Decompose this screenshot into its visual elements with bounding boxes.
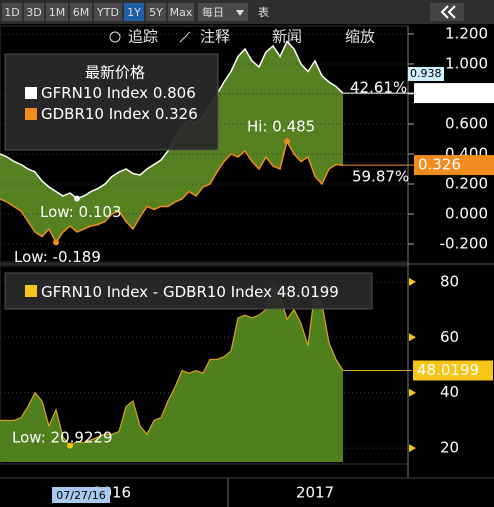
range-label: 1M: [49, 6, 66, 19]
frequency-label: 每日: [202, 5, 224, 19]
low-label: Low: -0.189: [14, 248, 101, 266]
spread-fill: [0, 41, 343, 243]
range-label: 1Y: [127, 6, 141, 19]
y-tick-label: 1.200: [445, 24, 488, 42]
marker-box: [408, 67, 444, 81]
dropdown-arrow: [236, 10, 244, 16]
last-value: 0.326: [418, 156, 461, 174]
tool-button[interactable]: 缩放: [345, 28, 375, 46]
range-label: 5Y: [149, 6, 163, 19]
legend-entry: GDBR10 Index 0.326: [41, 105, 198, 123]
collapse-icon: [440, 5, 449, 19]
range-label: 1D: [4, 6, 19, 19]
cursor-label: 07/27/16: [56, 489, 105, 502]
y-tick-label: 20: [440, 439, 459, 457]
tool-button[interactable]: 追踪: [128, 28, 158, 46]
tick-mark: [409, 277, 416, 286]
tool-icon: [109, 31, 121, 43]
legend-value: 48.0199: [277, 283, 339, 301]
legend-name: GFRN10 Index: [41, 84, 148, 102]
y-tick-label: 0.600: [445, 114, 488, 132]
table-button[interactable]: 表: [258, 5, 269, 19]
low-dot: [67, 442, 73, 449]
legend-swatch: [25, 285, 37, 297]
range-button[interactable]: [94, 3, 122, 21]
last-value-box: [413, 360, 493, 381]
frequency-dropdown[interactable]: [198, 3, 248, 21]
y-tick-label: 60: [440, 328, 459, 346]
y-tick-label: 80: [440, 272, 459, 290]
legend-entry: GFRN10 Index 0.806: [41, 84, 196, 102]
range-button[interactable]: [124, 3, 144, 21]
hi-dot: [284, 138, 290, 145]
range-button[interactable]: [46, 3, 68, 21]
low-label: Low: 20.9229: [12, 429, 113, 447]
range-button[interactable]: [168, 3, 194, 21]
tick-mark: [409, 444, 416, 453]
low-label: Low: 0.103: [40, 203, 121, 221]
marker-label: 0.938: [410, 67, 442, 80]
y-tick-label: 0.000: [445, 204, 488, 222]
tool-button[interactable]: 注释: [200, 28, 230, 46]
collapse-icon: [447, 5, 456, 19]
low-dot: [53, 239, 59, 246]
range-button[interactable]: [70, 3, 92, 21]
y-tick-label: 0.200: [445, 174, 488, 192]
tick-mark: [409, 388, 416, 397]
tool-button[interactable]: 新闻: [272, 28, 302, 46]
legend-swatch: [25, 108, 37, 120]
tick-mark: [409, 333, 416, 342]
legend-entry: GFRN10 Index - GDBR10 Index 48.0199: [41, 283, 339, 301]
range-label: 6M: [73, 6, 90, 19]
legend-title: 最新价格: [85, 64, 145, 82]
range-button[interactable]: [2, 3, 22, 21]
range-label: Max: [170, 6, 193, 19]
last-value: 48.0199: [417, 361, 479, 379]
y-tick-label: 1.000: [445, 54, 488, 72]
area-fill: [0, 281, 343, 462]
last-value-box: [414, 83, 494, 104]
range-label: YTD: [96, 6, 119, 19]
low-dot: [74, 195, 80, 202]
legend-name: GDBR10 Index: [41, 105, 150, 123]
y-tick-label: -0.200: [440, 234, 488, 252]
collapse-button[interactable]: [430, 3, 464, 21]
legend-name: GFRN10 Index - GDBR10 Index: [41, 283, 272, 301]
legend-value: 0.326: [155, 105, 198, 123]
legend-swatch: [25, 87, 37, 99]
range-label: 3D: [26, 6, 41, 19]
range-button[interactable]: [146, 3, 166, 21]
x-tick-label: 2017: [296, 484, 334, 502]
last-value-box: [414, 155, 494, 176]
range-button[interactable]: [24, 3, 44, 21]
y-tick-label: 40: [440, 383, 459, 401]
hi-label: Hi: 0.485: [247, 118, 315, 136]
pct-label: 42.61%: [350, 79, 407, 97]
legend-box: [4, 53, 219, 151]
series-line: [0, 280, 344, 447]
cursor-label-box: [52, 487, 110, 503]
legend-value: 0.806: [153, 84, 196, 102]
legend-box: [4, 272, 373, 310]
pct-label: 59.87%: [352, 168, 409, 186]
last-value: 0.806: [418, 84, 461, 102]
